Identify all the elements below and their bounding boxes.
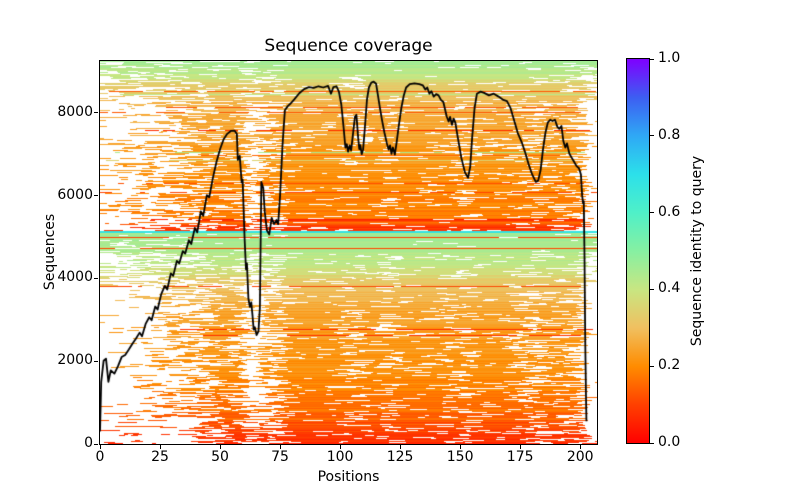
colorbar-tick-mark: [650, 365, 654, 367]
y-tick-label: 6000: [57, 186, 93, 203]
x-tick-mark: [459, 445, 461, 449]
y-tick-label: 4000: [57, 269, 93, 286]
colorbar-label: Sequence identity to query: [689, 155, 705, 347]
y-tick-mark: [94, 112, 98, 114]
y-tick-label: 0: [84, 435, 93, 451]
x-tick-mark: [339, 445, 341, 449]
x-tick-label: 150: [446, 449, 474, 465]
msa-heatmap-canvas: [100, 61, 597, 444]
colorbar-tick-label: 0.8: [658, 126, 681, 143]
x-tick-mark: [159, 445, 161, 449]
x-tick-label: 175: [506, 449, 534, 465]
y-tick-mark: [94, 277, 98, 279]
x-axis-label: Positions: [317, 469, 380, 485]
colorbar-tick-label: 0.6: [658, 203, 681, 220]
x-tick-mark: [99, 445, 101, 449]
x-tick-label: 125: [386, 449, 414, 465]
colorbar: [626, 58, 650, 444]
colorbar-tick-mark: [650, 288, 654, 290]
x-tick-label: 200: [566, 449, 594, 465]
x-tick-label: 100: [326, 449, 354, 465]
x-tick-label: 0: [95, 449, 105, 465]
x-tick-label: 25: [151, 449, 169, 465]
x-tick-label: 75: [271, 449, 289, 465]
colorbar-tick-mark: [650, 135, 654, 137]
plot-area: [99, 60, 598, 445]
plot-title: Sequence coverage: [264, 36, 433, 56]
colorbar-tick-label: 0.4: [658, 280, 681, 297]
colorbar-tick-label: 0.0: [658, 434, 681, 450]
colorbar-tick-mark: [650, 212, 654, 214]
y-tick-mark: [94, 195, 98, 197]
colorbar-tick-label: 1.0: [658, 50, 681, 66]
x-tick-mark: [579, 445, 581, 449]
x-tick-mark: [399, 445, 401, 449]
x-tick-mark: [519, 445, 521, 449]
x-tick-mark: [219, 445, 221, 449]
x-tick-label: 50: [211, 449, 229, 465]
y-tick-label: 2000: [57, 352, 93, 369]
x-tick-mark: [279, 445, 281, 449]
colorbar-tick-mark: [650, 58, 654, 60]
colorbar-tick-mark: [650, 442, 654, 444]
y-tick-mark: [94, 443, 98, 445]
y-tick-mark: [94, 360, 98, 362]
colorbar-tick-label: 0.2: [658, 357, 681, 374]
y-tick-label: 8000: [57, 103, 93, 120]
